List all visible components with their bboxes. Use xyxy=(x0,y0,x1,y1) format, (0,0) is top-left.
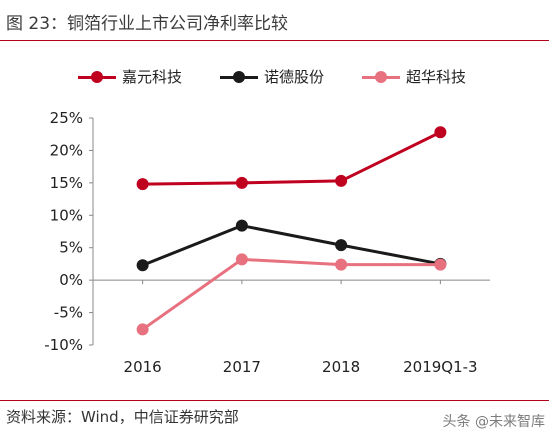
legend-label-chaohua: 超华科技 xyxy=(406,68,467,86)
y-tick-label: 0% xyxy=(59,271,83,289)
data-point xyxy=(235,219,248,232)
source-note: 资料来源：Wind，中信证券研究部 xyxy=(6,408,239,426)
y-tick-label: 10% xyxy=(50,206,83,224)
watermark: 头条 @未来智库 xyxy=(443,411,545,431)
source-rule xyxy=(0,400,549,401)
data-point xyxy=(434,126,447,139)
y-tick-label: -10% xyxy=(44,336,83,354)
data-point xyxy=(335,239,348,252)
data-point xyxy=(235,176,248,189)
data-point xyxy=(434,258,447,271)
x-tick-label: 2017 xyxy=(223,358,261,376)
legend-swatch-jiayuan xyxy=(78,70,116,84)
legend-label-nuode: 诺德股份 xyxy=(264,68,325,86)
series-line-0 xyxy=(142,130,442,186)
x-tick-label: 2018 xyxy=(322,358,360,376)
legend-item-jiayuan: 嘉元科技 xyxy=(78,66,182,87)
data-point xyxy=(136,323,149,336)
legend-swatch-chaohua xyxy=(362,70,400,84)
data-point xyxy=(335,174,348,187)
data-point xyxy=(235,253,248,266)
data-point xyxy=(335,258,348,271)
legend-label-jiayuan: 嘉元科技 xyxy=(122,68,183,86)
figure-title: 图 23：铜箔行业上市公司净利率比较 xyxy=(6,14,289,34)
legend-item-chaohua: 超华科技 xyxy=(362,66,466,87)
x-tick-label: 2016 xyxy=(124,358,162,376)
series-line-2 xyxy=(141,257,441,331)
data-point xyxy=(136,178,149,191)
watermark-text: 头条 @未来智库 xyxy=(442,414,545,430)
y-tick-label: 20% xyxy=(50,141,83,159)
data-point xyxy=(136,259,149,272)
legend-item-nuode: 诺德股份 xyxy=(220,66,324,87)
y-tick-label: 5% xyxy=(59,239,83,257)
title-rule xyxy=(0,40,549,41)
series-line-1 xyxy=(142,224,441,267)
y-tick-label: -5% xyxy=(54,304,83,322)
chart-legend: 嘉元科技 诺德股份 超华科技 xyxy=(0,66,557,90)
x-tick-label: 2019Q1-3 xyxy=(403,358,477,376)
legend-swatch-nuode xyxy=(220,70,258,84)
y-tick-label: 15% xyxy=(50,174,83,192)
y-tick-label: 25% xyxy=(50,109,83,127)
